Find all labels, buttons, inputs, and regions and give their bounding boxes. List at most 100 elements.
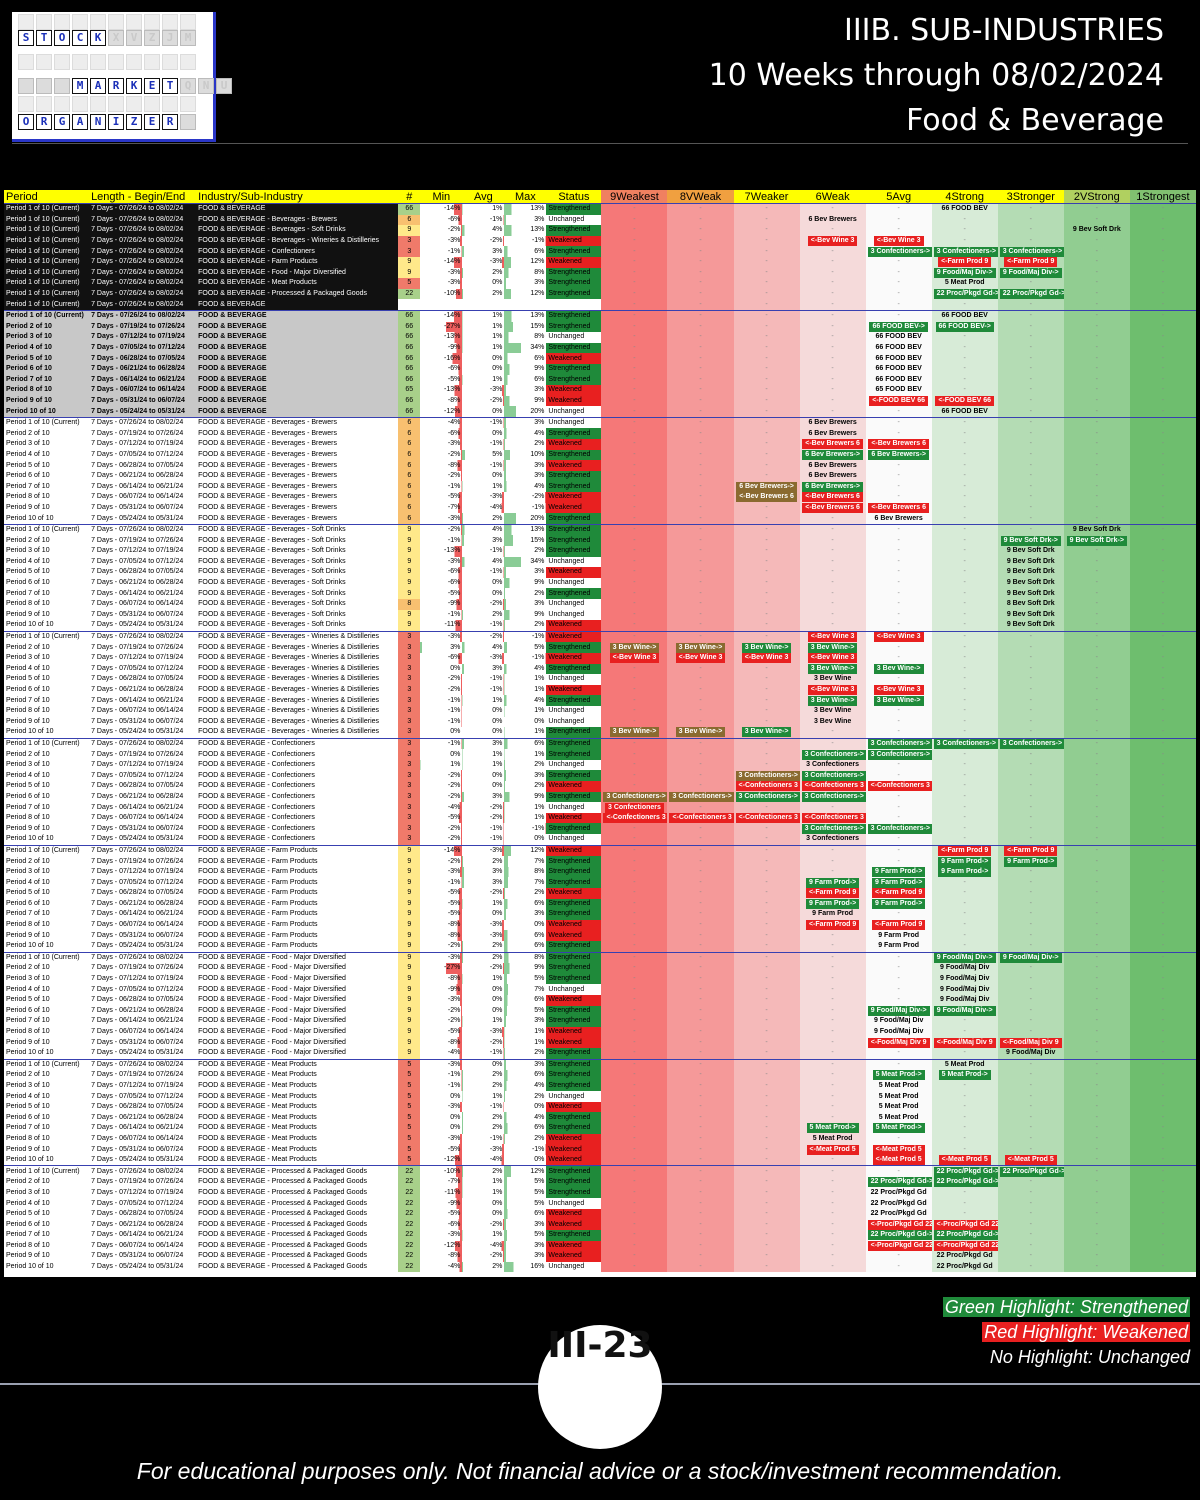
count-cell: 3 <box>398 727 421 739</box>
rank-cell: - <box>931 716 998 728</box>
rank-cell: - <box>601 674 668 685</box>
count-cell: 22 <box>398 1251 421 1262</box>
length-cell: 7 Days - 07/26/24 to 08/02/24 <box>89 235 197 247</box>
count-cell: 6 <box>398 214 421 226</box>
empty-marker: - <box>765 375 768 383</box>
length-cell: 7 Days - 07/26/24 to 08/02/24 <box>89 246 197 257</box>
logo-letter: U <box>216 78 232 94</box>
rank-cell: - <box>931 1047 998 1059</box>
rank-chip: <-Bev Brewers 6 <box>868 439 929 450</box>
min-cell: -2% <box>420 523 463 536</box>
rank-cell: - <box>601 502 668 514</box>
count-cell: 9 <box>398 556 421 568</box>
max-cell: 7% <box>504 877 547 888</box>
rank-cell: <-Farm Prod 9 <box>997 256 1064 268</box>
empty-marker: - <box>1029 964 1032 972</box>
empty-marker: - <box>963 1081 966 1089</box>
rank-chip: <-Confectioners 3 <box>867 781 932 792</box>
empty-marker: - <box>765 846 768 854</box>
empty-marker: - <box>699 1124 702 1132</box>
table-row: Period 10 of 10 7 Days - 05/24/24 to 05/3… <box>4 1047 1196 1059</box>
column-header: 3Stronger <box>997 190 1064 204</box>
avg-cell: -2% <box>462 888 505 899</box>
rank-cell: - <box>733 598 800 610</box>
empty-marker: - <box>897 536 900 544</box>
empty-marker: - <box>1029 1006 1032 1014</box>
max-cell: 20% <box>504 513 547 525</box>
status-cell: Unchanged <box>548 835 585 843</box>
status-cell: Weakened <box>546 888 602 899</box>
empty-marker: - <box>831 1060 834 1068</box>
rank-cell: - <box>601 1240 668 1252</box>
industry-cell: FOOD & BEVERAGE - Confectioners <box>198 761 315 769</box>
status-cell: Unchanged <box>548 407 585 415</box>
empty-marker: - <box>831 333 834 341</box>
status-cell: Weakened <box>546 256 602 268</box>
empty-marker: - <box>633 1017 636 1025</box>
max-cell: 4% <box>504 428 547 440</box>
rank-cell: - <box>931 1016 998 1027</box>
period-cell: Period 9 of 10 <box>6 1038 50 1046</box>
logo-letter <box>18 96 34 112</box>
status-cell: Strengthened <box>546 588 602 599</box>
rank-cell: - <box>1063 246 1130 257</box>
rank-cell: - <box>1129 353 1196 364</box>
empty-marker: - <box>765 547 768 555</box>
status-cell: Weakened <box>546 1208 602 1220</box>
rank-cell: - <box>1063 428 1130 440</box>
rank-cell: - <box>667 695 734 706</box>
length-cell: 7 Days - 07/19/24 to 07/26/24 <box>91 643 184 651</box>
rank-cell: - <box>733 309 800 322</box>
empty-marker: - <box>633 1241 636 1249</box>
rank-cell: - <box>997 385 1064 396</box>
rank-cell: - <box>667 546 734 557</box>
min-cell: -3% <box>420 994 463 1006</box>
avg-cell: -1% <box>462 214 505 226</box>
rank-cell: <-Bev Brewers 6 <box>799 492 866 503</box>
max-cell: 10% <box>504 449 547 461</box>
rank-cell: - <box>667 449 734 461</box>
count-cell: 9 <box>398 225 421 236</box>
length-cell: 7 Days - 06/14/24 to 06/21/24 <box>91 1124 184 1132</box>
empty-marker: - <box>633 1113 636 1121</box>
rank-cell: - <box>865 834 932 846</box>
empty-marker: - <box>1029 450 1032 458</box>
rank-cell: - <box>601 428 668 440</box>
avg-cell: 1% <box>462 481 505 493</box>
rank-chip: 3 Confectioners-> <box>999 739 1064 749</box>
table-row: Period 5 of 10 7 Days - 06/28/24 to 07/05… <box>4 1101 1196 1113</box>
table-row: Period 10 of 10 7 Days - 05/24/24 to 05/3… <box>4 727 1196 739</box>
rank-cell: - <box>931 940 998 953</box>
length-cell: 7 Days - 06/14/24 to 06/21/24 <box>91 1017 184 1025</box>
count-cell: 5 <box>398 1080 421 1092</box>
rank-cell: <-Farm Prod 9 <box>799 919 866 931</box>
rank-cell: 9 Food/Maj Div-> <box>997 951 1064 964</box>
avg-cell: 3% <box>462 663 505 675</box>
rank-cell: - <box>1063 1165 1130 1178</box>
min-cell: -14% <box>420 309 463 322</box>
max-cell: 5% <box>504 1198 547 1209</box>
rank-cell: - <box>997 470 1064 482</box>
rank-cell: - <box>601 963 668 974</box>
rank-cell: - <box>1129 385 1196 396</box>
empty-marker: - <box>1161 579 1165 587</box>
table-row: Period 10 of 10 7 Days - 05/24/24 to 05/3… <box>4 1154 1196 1166</box>
table-row: Period 3 of 10 7 Days - 07/12/24 to 07/19… <box>4 439 1196 450</box>
industry-cell: FOOD & BEVERAGE <box>196 395 399 407</box>
rank-chip: <-Confectioners 3 <box>735 781 800 792</box>
empty-marker: - <box>765 472 768 480</box>
rank-cell: - <box>733 1016 800 1027</box>
table-row: Period 3 of 10 7 Days - 07/12/24 to 07/19… <box>4 332 1196 343</box>
empty-marker: - <box>633 1252 636 1260</box>
count-cell: 9 <box>398 546 421 557</box>
rank-cell: - <box>865 951 932 964</box>
period-cell: Period 1 of 10 (Current) <box>4 951 90 964</box>
rank-cell: - <box>601 1016 668 1027</box>
rank-chip: 3 Confectioners-> <box>867 749 932 760</box>
rank-cell: - <box>1129 577 1196 589</box>
empty-marker: - <box>1161 696 1165 704</box>
rank-cell: - <box>733 1165 800 1178</box>
empty-marker: - <box>1161 1049 1165 1057</box>
min-cell: -8% <box>420 973 463 985</box>
empty-marker: - <box>1095 996 1098 1004</box>
